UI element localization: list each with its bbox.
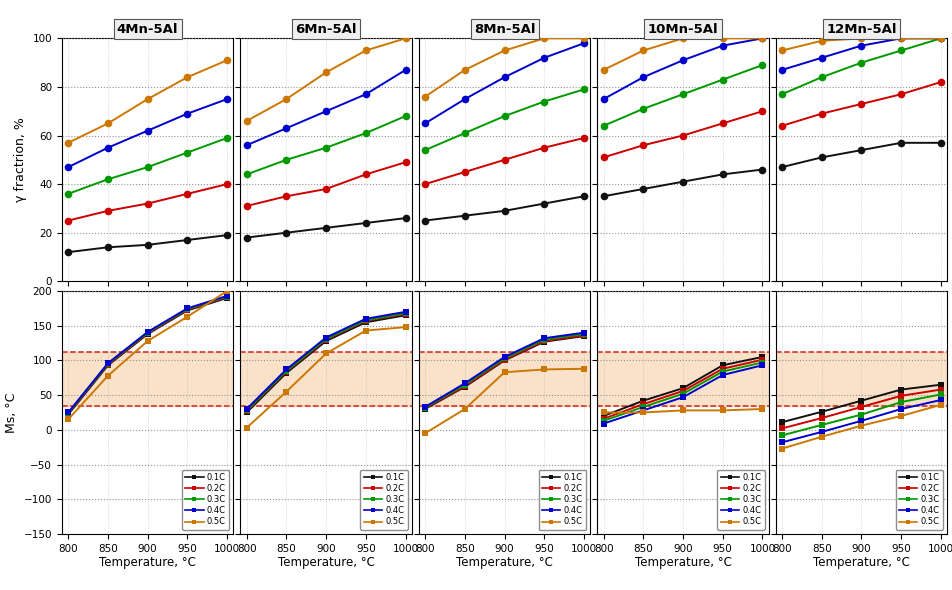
X-axis label: Temperature, °C: Temperature, °C: [456, 556, 553, 569]
X-axis label: Temperature, °C: Temperature, °C: [99, 556, 196, 569]
Bar: [240, 352, 412, 405]
Legend: 0.1C, 0.2C, 0.3C, 0.4C, 0.5C: 0.1C, 0.2C, 0.3C, 0.4C, 0.5C: [360, 470, 407, 530]
Bar: [597, 352, 769, 405]
Title: 8Mn-5Al: 8Mn-5Al: [474, 23, 535, 36]
Bar: [419, 352, 590, 405]
Title: 10Mn-5Al: 10Mn-5Al: [647, 23, 719, 36]
Legend: 0.1C, 0.2C, 0.3C, 0.4C, 0.5C: 0.1C, 0.2C, 0.3C, 0.4C, 0.5C: [539, 470, 586, 530]
Y-axis label: Ms, °C: Ms, °C: [5, 392, 18, 432]
Y-axis label: γ fractrion, %: γ fractrion, %: [14, 117, 27, 202]
Title: 4Mn-5Al: 4Mn-5Al: [117, 23, 178, 36]
X-axis label: Temperature, °C: Temperature, °C: [813, 556, 910, 569]
Title: 12Mn-5Al: 12Mn-5Al: [826, 23, 897, 36]
Bar: [62, 352, 233, 405]
Legend: 0.1C, 0.2C, 0.3C, 0.4C, 0.5C: 0.1C, 0.2C, 0.3C, 0.4C, 0.5C: [717, 470, 764, 530]
Legend: 0.1C, 0.2C, 0.3C, 0.4C, 0.5C: 0.1C, 0.2C, 0.3C, 0.4C, 0.5C: [182, 470, 229, 530]
X-axis label: Temperature, °C: Temperature, °C: [635, 556, 731, 569]
Title: 6Mn-5Al: 6Mn-5Al: [295, 23, 357, 36]
Bar: [776, 352, 947, 405]
Legend: 0.1C, 0.2C, 0.3C, 0.4C, 0.5C: 0.1C, 0.2C, 0.3C, 0.4C, 0.5C: [896, 470, 943, 530]
X-axis label: Temperature, °C: Temperature, °C: [278, 556, 374, 569]
